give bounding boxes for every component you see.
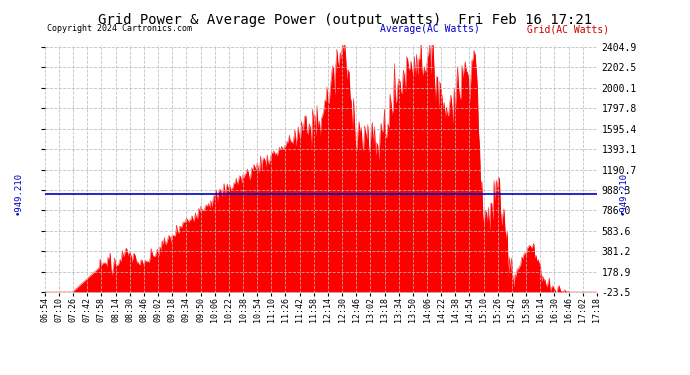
- Text: •949.210: •949.210: [14, 172, 23, 215]
- Text: Average(AC Watts): Average(AC Watts): [380, 24, 480, 34]
- Text: Copyright 2024 Cartronics.com: Copyright 2024 Cartronics.com: [47, 24, 192, 33]
- Text: Grid Power & Average Power (output watts)  Fri Feb 16 17:21: Grid Power & Average Power (output watts…: [98, 13, 592, 27]
- Text: •949.210: •949.210: [619, 172, 628, 215]
- Text: Grid(AC Watts): Grid(AC Watts): [521, 24, 609, 34]
